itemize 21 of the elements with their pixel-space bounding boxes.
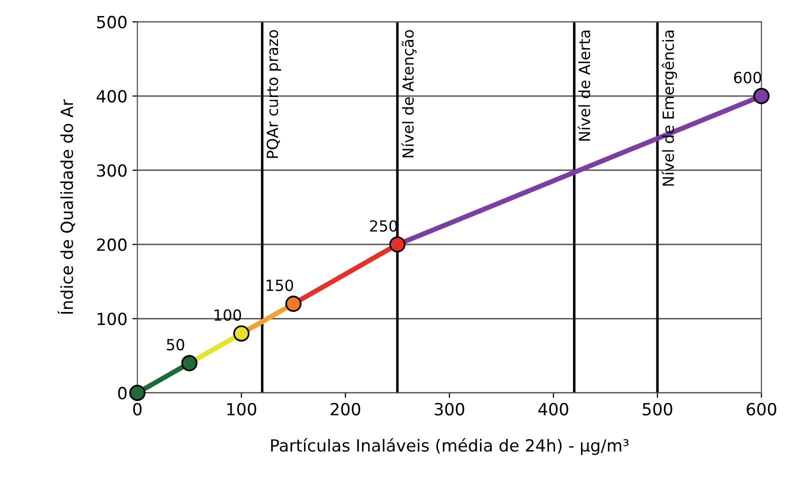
y-tick-label: 100: [98, 312, 127, 326]
x-tick-label: 500: [642, 402, 672, 416]
annotation: 150: [266, 280, 294, 292]
x-tick-label: 600: [746, 402, 776, 416]
y-tick-label: 400: [96, 90, 127, 103]
x-tick-label: 200: [330, 402, 360, 416]
y-axis-title: Índice de Qualidade do Ar: [58, 99, 76, 314]
x-tick-label: 0: [133, 402, 142, 416]
x-tick-label: 400: [538, 402, 568, 416]
x-axis-title: Partículas Inaláveis (média de 24h) - µg/m³: [271, 438, 628, 455]
x-tick-label: 100: [227, 402, 256, 416]
ref-line-label: Nível de Atenção: [401, 30, 416, 158]
y-tick-label: 0: [118, 386, 127, 400]
y-tick-label: 200: [97, 238, 127, 252]
ref-line-label: Nível de Emergência: [662, 30, 677, 186]
ref-line-label: PQAr curto prazo: [266, 30, 282, 158]
x-tick-label: 300: [434, 402, 464, 416]
ref-line-label: Nível de Alerta: [578, 30, 590, 141]
annotation: 50: [166, 338, 184, 350]
y-tick-label: 500: [97, 16, 127, 28]
y-tick-label: 300: [97, 164, 127, 177]
